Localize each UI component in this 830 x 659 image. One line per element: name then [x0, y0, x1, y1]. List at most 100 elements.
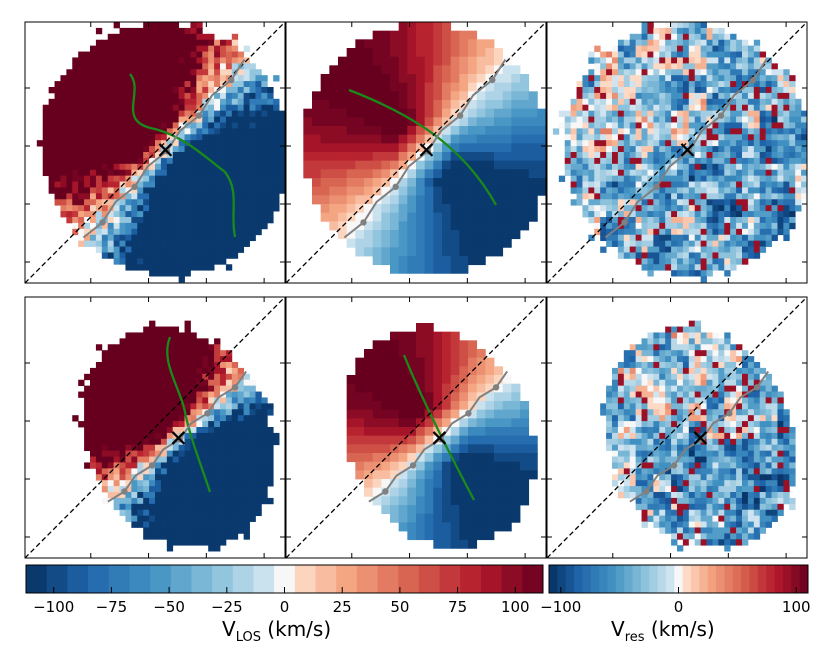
map-pixel: [635, 57, 642, 64]
map-pixel: [485, 108, 495, 118]
map-pixel: [243, 199, 250, 206]
map-pixel: [450, 470, 460, 480]
map-pixel: [338, 212, 348, 222]
map-pixel: [202, 444, 209, 452]
map-pixel: [231, 45, 239, 52]
map-pixel: [765, 157, 772, 165]
map-pixel: [243, 474, 250, 481]
map-pixel: [777, 92, 784, 100]
map-pixel: [700, 252, 707, 259]
map-pixel: [220, 98, 227, 106]
map-pixel: [113, 362, 120, 369]
map-pixel: [407, 247, 417, 257]
map-pixel: [101, 438, 109, 446]
map-pixel: [623, 81, 631, 88]
map-pixel: [390, 160, 400, 170]
center-marker: [419, 143, 434, 157]
map-pixel: [476, 427, 486, 437]
map-pixel: [398, 427, 408, 437]
map-pixel: [677, 264, 684, 271]
map-pixel: [647, 128, 654, 135]
map-pixel: [184, 326, 191, 333]
map-pixel: [617, 240, 625, 247]
map-pixel: [700, 157, 707, 165]
map-pixel: [160, 356, 168, 363]
map-pixel: [528, 117, 538, 127]
map-pixel: [771, 175, 778, 182]
map-pixel: [736, 110, 743, 117]
map-pixel: [267, 110, 274, 117]
map-pixel: [528, 91, 538, 101]
map-pixel: [476, 461, 486, 471]
map-pixel: [48, 163, 55, 171]
map-pixel: [220, 497, 227, 505]
map-pixel: [131, 515, 138, 522]
map-pixel: [594, 175, 601, 182]
map-pixel: [208, 391, 215, 398]
map-pixel: [72, 211, 79, 218]
map-pixel: [494, 418, 504, 428]
map-pixel: [178, 539, 185, 546]
map-pixel: [612, 234, 619, 242]
map-pixel: [677, 87, 684, 94]
map-pixel: [665, 104, 672, 112]
map-pixel: [594, 69, 601, 76]
map-pixel: [119, 169, 126, 177]
map-pixel: [225, 169, 233, 177]
map-pixel: [267, 98, 274, 106]
map-pixel: [261, 474, 268, 481]
map-pixel: [196, 391, 203, 398]
map-pixel: [407, 340, 417, 350]
map-pixel: [125, 27, 132, 35]
map-pixel: [166, 246, 174, 253]
map-pixel: [155, 199, 162, 206]
map-pixel: [184, 27, 191, 35]
map-pixel: [753, 169, 761, 177]
map-pixel: [659, 81, 666, 88]
map-pixel: [747, 98, 755, 106]
map-pixel: [166, 22, 174, 29]
map-pixel: [623, 63, 631, 70]
map-pixel: [606, 146, 613, 153]
map-pixel: [635, 181, 642, 188]
map-pixel: [398, 513, 408, 523]
map-pixel: [777, 110, 784, 117]
map-pixel: [131, 57, 138, 64]
map-pixel: [582, 75, 589, 82]
map-pixel: [172, 480, 180, 487]
map-pixel: [659, 252, 666, 259]
map-pixel: [101, 350, 109, 357]
map-pixel: [243, 157, 250, 165]
map-pixel: [125, 116, 132, 123]
map-pixel: [329, 74, 339, 84]
map-pixel: [160, 163, 168, 171]
map-pixel: [125, 134, 132, 141]
map-pixel: [113, 474, 120, 481]
map-pixel: [381, 82, 391, 92]
map-pixel: [149, 509, 156, 517]
map-pixel: [528, 152, 538, 162]
map-pixel: [390, 221, 400, 231]
map-pixel: [801, 110, 807, 117]
map-pixel: [190, 350, 197, 357]
map-pixel: [736, 240, 743, 247]
map-pixel: [190, 415, 197, 422]
map-pixel: [694, 234, 702, 242]
map-pixel: [416, 487, 426, 497]
map-pixel: [166, 415, 174, 422]
map-pixel: [485, 496, 495, 506]
map-pixel: [184, 240, 191, 247]
map-pixel: [694, 252, 702, 259]
map-pixel: [172, 350, 180, 357]
map-pixel: [346, 409, 356, 419]
map-pixel: [160, 258, 168, 265]
map-pixel: [424, 256, 434, 266]
map-pixel: [273, 152, 280, 159]
map-pixel: [511, 221, 521, 231]
map-pixel: [416, 461, 426, 471]
map-pixel: [149, 444, 156, 452]
map-pixel: [647, 140, 654, 147]
map-pixel: [485, 186, 495, 196]
map-pixel: [653, 116, 660, 123]
map-pixel: [398, 349, 408, 359]
